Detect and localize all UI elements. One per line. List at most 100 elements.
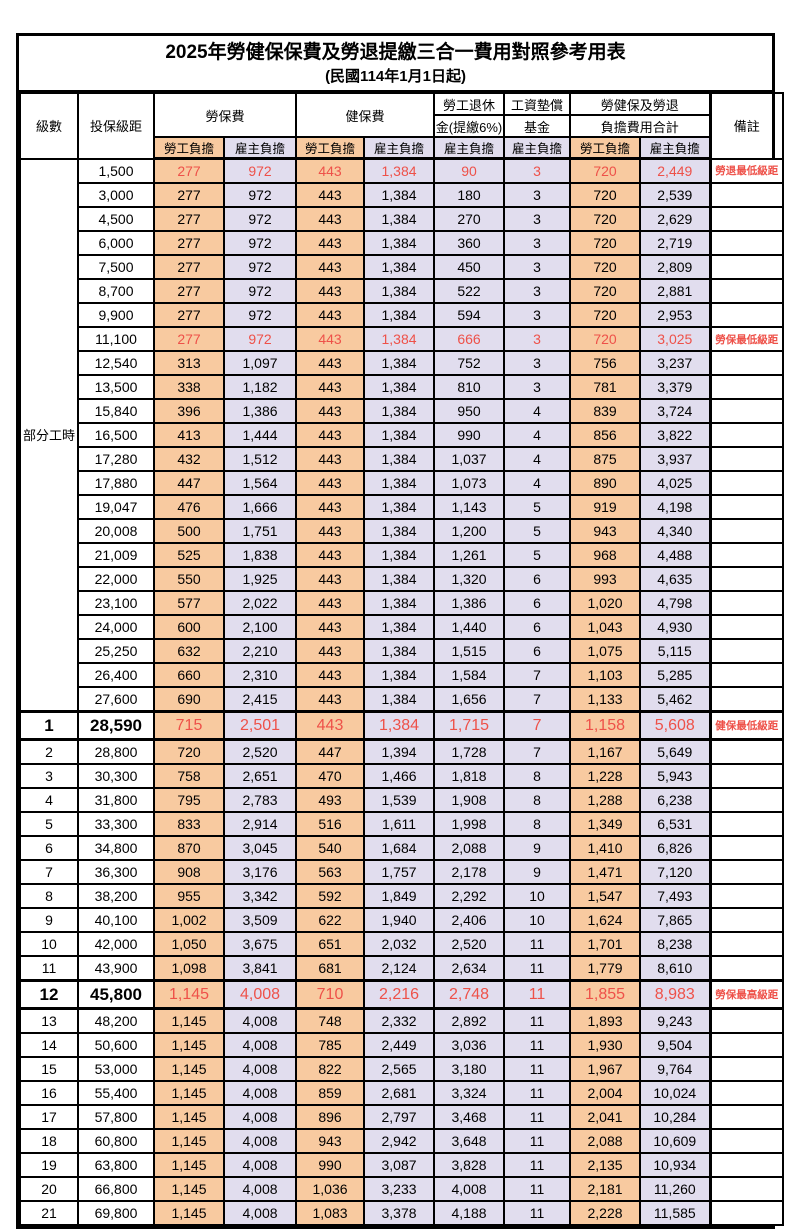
cell-wagefund-er: 11 <box>503 1152 572 1178</box>
cell-labor-er: 1,925 <box>222 566 298 592</box>
cell-health-er: 3,378 <box>363 1200 436 1226</box>
cell-total-er: 5,115 <box>639 638 712 664</box>
cell-health-er: 1,466 <box>363 763 436 789</box>
cell-level: 2 <box>19 738 79 765</box>
cell-wagefund-er: 11 <box>503 979 572 1010</box>
cell-labor-er: 4,008 <box>222 1056 298 1082</box>
cell-labor-emp: 1,145 <box>153 1104 225 1130</box>
cell-health-er: 1,384 <box>363 542 436 568</box>
table-row: 16 55,400 1,145 4,008 859 2,681 3,324 11 2,004 10… <box>19 1080 785 1106</box>
cell-bracket: 31,800 <box>77 787 155 813</box>
cell-health-er: 1,539 <box>363 787 436 813</box>
cell-bracket: 20,008 <box>77 518 155 544</box>
cell-labor-er: 2,022 <box>222 590 298 616</box>
cell-health-er: 1,384 <box>363 494 436 520</box>
cell-pension-er: 2,892 <box>433 1007 506 1034</box>
cell-bracket: 8,700 <box>77 278 155 304</box>
cell-health-er: 1,384 <box>363 470 436 496</box>
cell-health-er: 2,565 <box>363 1056 436 1082</box>
cell-health-emp: 470 <box>295 763 366 789</box>
cell-labor-er: 4,008 <box>222 979 298 1010</box>
table-row: 17 57,800 1,145 4,008 896 2,797 3,468 11 2,041 10… <box>19 1104 785 1130</box>
table-row: 20 66,800 1,145 4,008 1,036 3,233 4,008 11 2,181… <box>19 1176 785 1202</box>
cell-total-er: 4,798 <box>639 590 712 616</box>
cell-labor-er: 2,100 <box>222 614 298 640</box>
cell-pension-er: 950 <box>433 398 506 424</box>
fee-table: 級數 投保級距 勞保費 健保費 勞工退休 工資墊償 勞健保及勞退 備註 金(提繳… <box>19 92 785 1226</box>
cell-labor-er: 4,008 <box>222 1080 298 1106</box>
cell-level: 13 <box>19 1007 79 1034</box>
cell-total-er: 3,237 <box>639 350 712 376</box>
cell-remark <box>708 1104 785 1130</box>
cell-pension-er: 1,073 <box>433 470 506 496</box>
cell-health-er: 2,942 <box>363 1128 436 1154</box>
table-row: 14 50,600 1,145 4,008 785 2,449 3,036 11 1,930 9,… <box>19 1032 785 1058</box>
cell-remark <box>708 374 785 400</box>
header-health-insurance: 健保費 <box>295 92 436 138</box>
group-label-part-time: 部分工時 <box>19 157 79 713</box>
cell-remark <box>708 302 785 328</box>
cell-total-er: 2,809 <box>639 254 712 280</box>
cell-pension-er: 2,088 <box>433 835 506 861</box>
cell-labor-er: 3,342 <box>222 883 298 909</box>
cell-health-emp: 443 <box>295 302 366 328</box>
table-row: 4 31,800 795 2,783 493 1,539 1,908 8 1,288 6,238 <box>19 787 785 813</box>
cell-wagefund-er: 11 <box>503 1200 572 1226</box>
cell-labor-er: 2,520 <box>222 738 298 765</box>
cell-total-er: 6,238 <box>639 787 712 813</box>
cell-remark <box>708 907 785 933</box>
cell-remark <box>708 859 785 885</box>
cell-total-emp: 943 <box>569 518 642 544</box>
table-row: 9 40,100 1,002 3,509 622 1,940 2,406 10 1,624 7,8… <box>19 907 785 933</box>
cell-bracket: 17,880 <box>77 470 155 496</box>
cell-remark <box>708 254 785 280</box>
cell-remark <box>708 230 785 256</box>
cell-total-emp: 1,133 <box>569 686 642 713</box>
table-row: 8 38,200 955 3,342 592 1,849 2,292 10 1,547 7,493 <box>19 883 785 909</box>
cell-bracket: 24,000 <box>77 614 155 640</box>
cell-health-er: 1,384 <box>363 182 436 208</box>
cell-labor-emp: 1,050 <box>153 931 225 957</box>
cell-health-emp: 622 <box>295 907 366 933</box>
cell-health-er: 1,384 <box>363 157 436 184</box>
cell-remark <box>708 1080 785 1106</box>
cell-remark <box>708 494 785 520</box>
cell-pension-er: 1,143 <box>433 494 506 520</box>
table-row: 22,000 550 1,925 443 1,384 1,320 6 993 4,635 <box>20 566 785 592</box>
cell-pension-er: 3,036 <box>433 1032 506 1058</box>
cell-pension-er: 3,468 <box>433 1104 506 1130</box>
cell-total-er: 3,379 <box>639 374 712 400</box>
cell-bracket: 23,100 <box>77 590 155 616</box>
cell-labor-emp: 660 <box>153 662 225 688</box>
cell-pension-er: 810 <box>433 374 506 400</box>
cell-total-emp: 1,167 <box>569 738 642 765</box>
cell-remark <box>708 446 785 472</box>
cell-labor-emp: 715 <box>153 710 225 741</box>
cell-labor-er: 4,008 <box>222 1176 298 1202</box>
cell-health-er: 1,384 <box>363 590 436 616</box>
table-row: 15 53,000 1,145 4,008 822 2,565 3,180 11 1,967 9,… <box>19 1056 785 1082</box>
cell-pension-er: 1,998 <box>433 811 506 837</box>
subheader-labor-employee: 勞工負擔 <box>153 136 225 160</box>
cell-level: 18 <box>19 1128 79 1154</box>
table-row: 3,000 277 972 443 1,384 180 3 720 2,539 <box>20 182 785 208</box>
cell-wagefund-er: 3 <box>503 182 572 208</box>
cell-total-emp: 720 <box>569 230 642 256</box>
cell-wagefund-er: 4 <box>503 446 572 472</box>
header-wage-fund-line2: 基金 <box>503 114 572 138</box>
cell-bracket: 16,500 <box>77 422 155 448</box>
cell-total-er: 2,719 <box>639 230 712 256</box>
cell-total-emp: 1,410 <box>569 835 642 861</box>
cell-wagefund-er: 3 <box>503 302 572 328</box>
cell-wagefund-er: 11 <box>503 1176 572 1202</box>
cell-total-emp: 720 <box>569 157 642 184</box>
cell-labor-er: 2,210 <box>222 638 298 664</box>
cell-health-er: 2,797 <box>363 1104 436 1130</box>
cell-pension-er: 522 <box>433 278 506 304</box>
cell-labor-er: 2,651 <box>222 763 298 789</box>
cell-pension-er: 1,908 <box>433 787 506 813</box>
cell-health-emp: 592 <box>295 883 366 909</box>
cell-total-er: 7,865 <box>639 907 712 933</box>
cell-total-er: 2,953 <box>639 302 712 328</box>
cell-labor-emp: 277 <box>153 206 225 232</box>
